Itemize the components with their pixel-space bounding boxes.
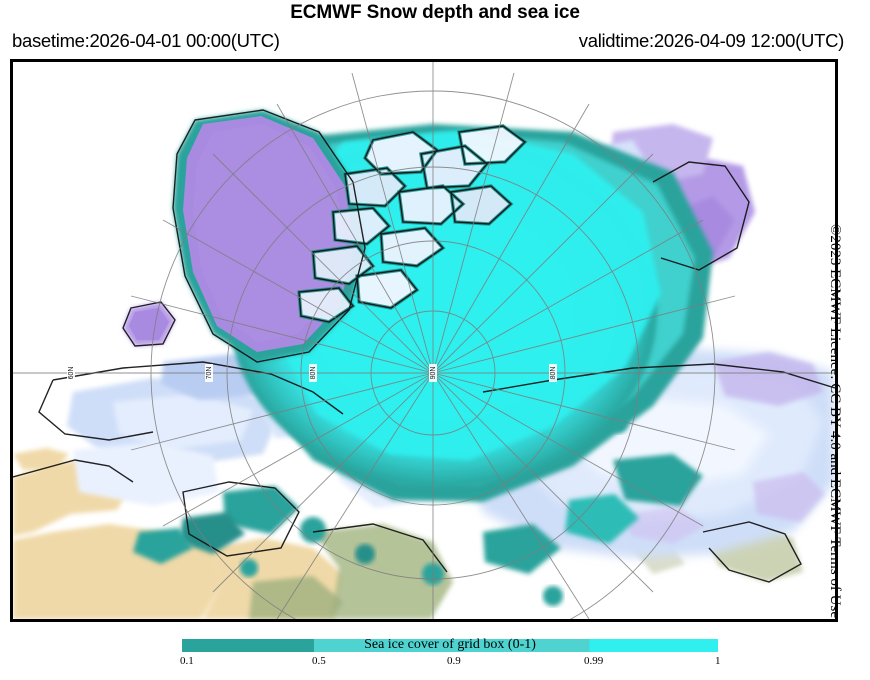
page-title: ECMWF Snow depth and sea ice [290, 2, 580, 23]
latitude-labels: 60N 70N 80N 90N 80N [67, 364, 557, 382]
basetime-label: basetime:2026-04-01 00:00(UTC) [12, 30, 280, 51]
colorbar-tick-4: 1 [715, 655, 721, 667]
colorbar-tick-3: 0.99 [584, 655, 604, 667]
lat-label-pole: 90N [430, 367, 437, 380]
colorbar-tick-2: 0.9 [447, 655, 461, 667]
coastline-layer [13, 109, 835, 583]
validtime-label: validtime:2026-04-09 12:00(UTC) [578, 30, 845, 51]
lat-label-80n: 80N [310, 367, 317, 380]
colorbar-tick-1: 0.5 [312, 655, 326, 667]
colorbar: Sea ice cover of grid box (0-1) 0.1 0.5 0.… [0, 630, 870, 680]
graticule-layer [13, 62, 835, 619]
lat-label-70n: 70N [206, 367, 213, 380]
lat-label-60n: 60N [68, 367, 75, 380]
colorbar-title: Sea ice cover of grid box (0-1) [364, 637, 536, 652]
colorbar-strip [182, 639, 718, 652]
header: ECMWF Snow depth and sea ice basetime:20… [0, 0, 870, 58]
map-frame[interactable]: 60N 70N 80N 90N 80N [10, 59, 838, 622]
lat-label-80n-east: 80N [550, 367, 557, 380]
polar-map[interactable]: 60N 70N 80N 90N 80N [13, 62, 835, 619]
colorbar-tick-0: 0.1 [180, 655, 194, 667]
copyright-notice: ©2023 ECMWF Licence: CC BY 4.0 and ECMWF… [827, 223, 843, 618]
